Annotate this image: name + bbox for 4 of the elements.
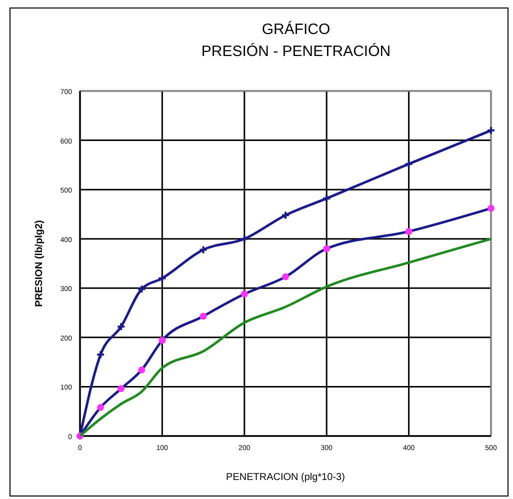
chart-subtitle: PRESIÓN - PENETRACIÓN bbox=[201, 42, 391, 60]
y-axis-title: PRESION (lb/plg2) bbox=[34, 220, 45, 307]
x-axis-title: PENETRACION (plg*10-3) bbox=[226, 472, 345, 483]
chart-title: GRÁFICO bbox=[262, 20, 330, 38]
